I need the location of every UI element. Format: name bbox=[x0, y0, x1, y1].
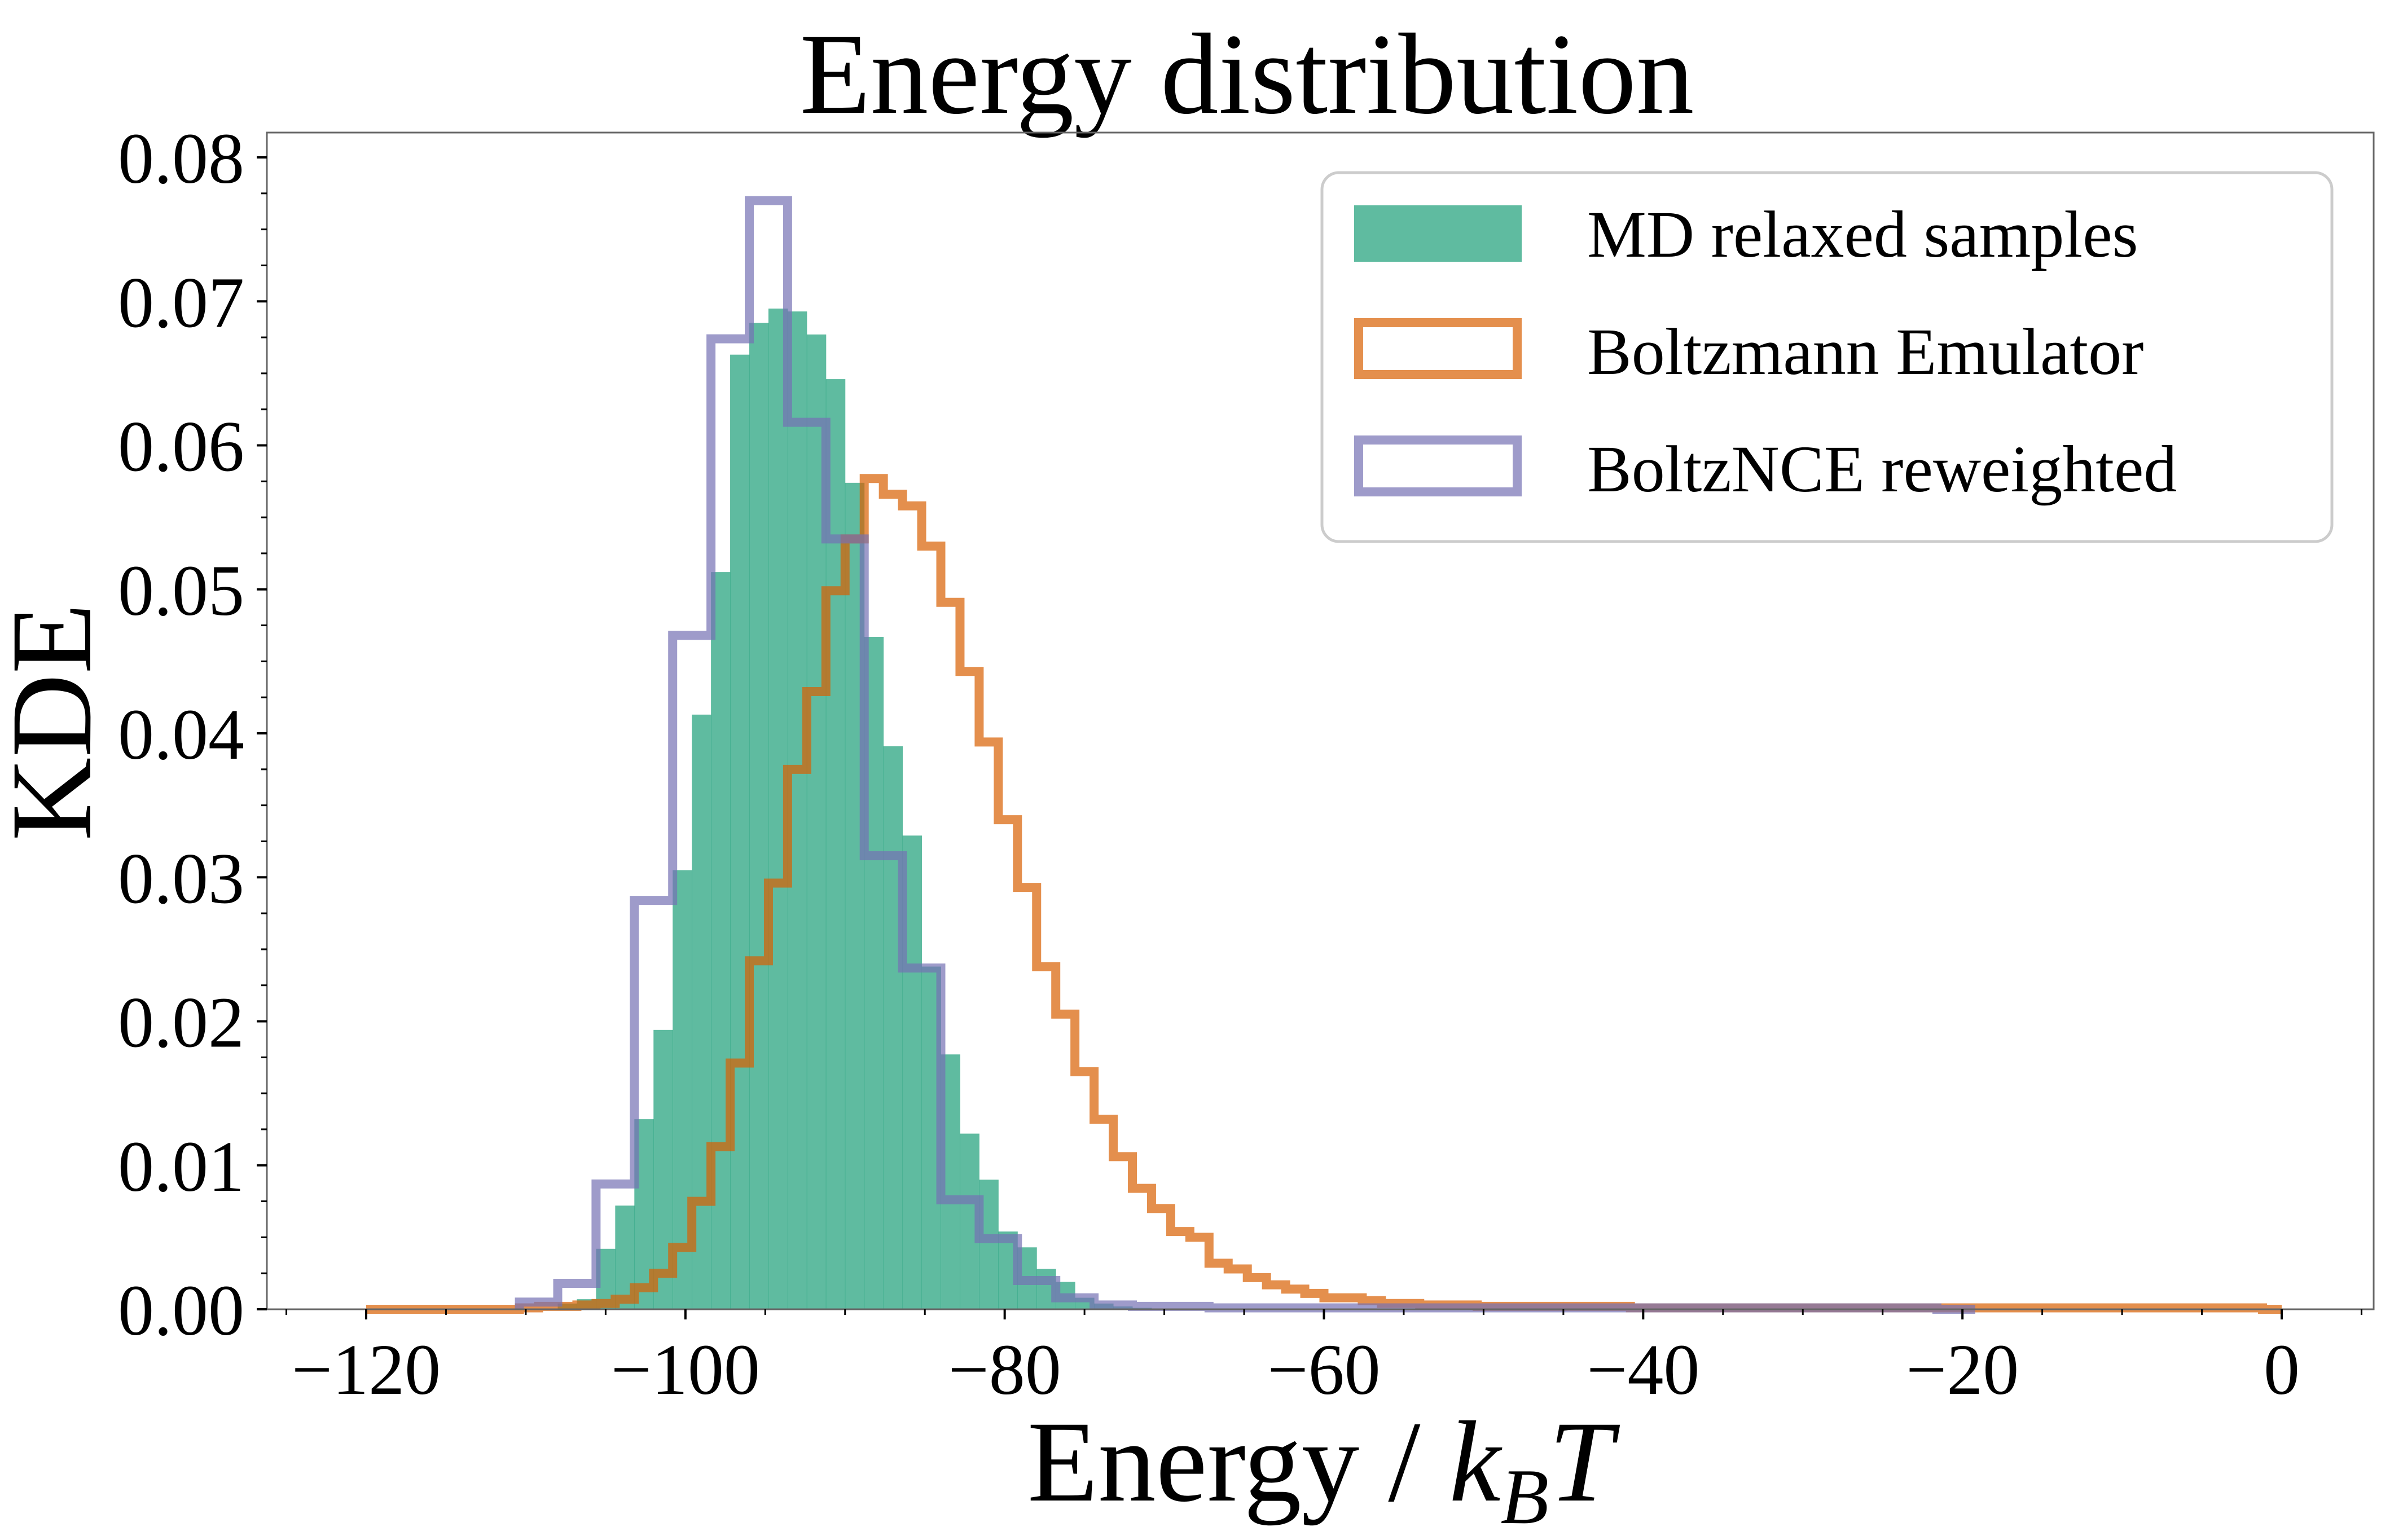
x-axis-label-k: k bbox=[1449, 1398, 1503, 1526]
y-tick-label: 0.08 bbox=[118, 118, 244, 199]
x-tick-label: 0 bbox=[2264, 1330, 2300, 1410]
legend-swatch-md bbox=[1354, 205, 1522, 262]
legend-label-md: MD relaxed samples bbox=[1587, 197, 2138, 271]
boltznce-histogram-step bbox=[515, 196, 1975, 1314]
chart-title: Energy distribution bbox=[800, 10, 1694, 138]
y-tick-label: 0.01 bbox=[118, 1127, 244, 1207]
md-histogram-bar bbox=[749, 323, 769, 1309]
y-axis-label: KDE bbox=[0, 603, 116, 841]
legend-label-boltznce: BoltzNCE reweighted bbox=[1587, 432, 2177, 506]
legend: MD relaxed samples Boltzmann Emulator Bo… bbox=[1320, 171, 2334, 543]
x-tick-label: −100 bbox=[611, 1330, 760, 1410]
y-axis: 0.00 0.01 0.02 0.03 0.04 0.05 0.06 0.07 0.08 bbox=[118, 118, 267, 1350]
x-tick-label: −80 bbox=[948, 1330, 1061, 1410]
legend-swatch-boltznce bbox=[1354, 435, 1522, 496]
y-tick-label: 0.02 bbox=[118, 983, 244, 1063]
plot-area bbox=[366, 196, 2282, 1314]
y-tick-label: 0.05 bbox=[118, 551, 244, 631]
x-axis: −120 −100 −80 −60 −40 −20 0 bbox=[285, 1309, 2362, 1410]
x-axis-label-T: T bbox=[1549, 1398, 1620, 1526]
x-axis-label-subscript: B bbox=[1501, 1453, 1549, 1540]
y-tick-label: 0.06 bbox=[118, 407, 244, 487]
legend-swatch-emulator bbox=[1354, 318, 1522, 379]
y-tick-label: 0.07 bbox=[118, 262, 244, 342]
legend-label-emulator: Boltzmann Emulator bbox=[1587, 315, 2143, 389]
x-tick-label: −120 bbox=[292, 1330, 441, 1410]
md-histogram-bar bbox=[730, 354, 750, 1309]
y-tick-label: 0.00 bbox=[118, 1270, 244, 1350]
legend-box bbox=[1320, 171, 2334, 543]
y-tick-label: 0.04 bbox=[118, 694, 244, 775]
x-axis-label-prefix: Energy / bbox=[1027, 1398, 1449, 1526]
md-histogram-bar bbox=[883, 746, 903, 1309]
y-tick-label: 0.03 bbox=[118, 838, 244, 918]
x-axis-label: Energy / kBT bbox=[1027, 1398, 1620, 1540]
axes-frame bbox=[266, 131, 2375, 1310]
x-tick-label: −60 bbox=[1267, 1330, 1380, 1410]
x-tick-label: −20 bbox=[1906, 1330, 2019, 1410]
x-tick-label: −40 bbox=[1587, 1330, 1699, 1410]
